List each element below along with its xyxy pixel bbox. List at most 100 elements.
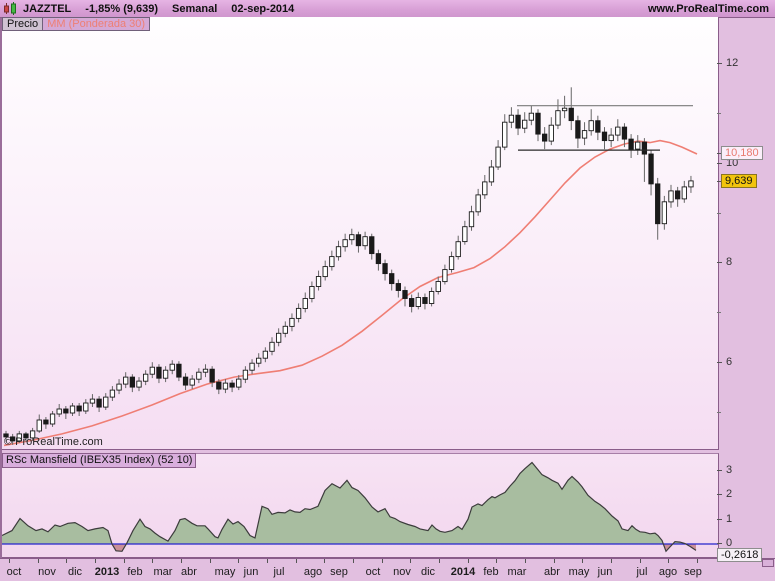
candle-body [468, 211, 475, 228]
candle-body [462, 226, 468, 243]
candle-body [508, 114, 515, 123]
candle-body [661, 201, 668, 225]
candle-body [415, 297, 421, 307]
candle-body [601, 131, 608, 142]
candle-body [349, 234, 355, 241]
time-axis-strip[interactable] [0, 558, 775, 581]
axis-corner-button[interactable] [762, 559, 774, 567]
candle-body [322, 266, 328, 278]
time-axis-tick [266, 559, 268, 563]
time-axis-tick [410, 559, 412, 563]
candle-body [302, 298, 308, 309]
candle-body [681, 186, 687, 200]
site-url: www.ProRealTime.com [647, 2, 769, 15]
year-label: 2014 [450, 566, 476, 578]
candle-body [69, 405, 76, 414]
candle-body [668, 190, 674, 203]
month-label: sep [330, 566, 348, 578]
time-axis-tick [496, 559, 498, 563]
candle-body [229, 382, 235, 388]
candle-body [448, 256, 455, 270]
candle-body [103, 396, 109, 408]
price-change: -1,85% (9,639) [85, 2, 159, 15]
candle-body [136, 380, 142, 388]
candle-body [256, 357, 262, 364]
candle-body [16, 433, 22, 442]
time-axis-tick [209, 559, 211, 563]
indicator-axis-tick [717, 494, 722, 495]
legend-price-chip[interactable]: Precio [2, 17, 44, 31]
month-label: feb [483, 566, 499, 578]
month-label: ago [658, 566, 678, 578]
candle-body [575, 120, 581, 139]
price-axis-minor-tick [717, 113, 721, 114]
time-axis-tick [152, 559, 154, 563]
candle-body [635, 141, 641, 150]
candle-body [389, 273, 395, 285]
month-label: jul [273, 566, 285, 578]
price-axis-label: 10 [726, 157, 739, 169]
candle-body [123, 376, 129, 385]
price-chart-pane[interactable] [2, 17, 719, 450]
candle-body [29, 430, 36, 439]
indicator-axis-label: 3 [726, 464, 733, 476]
price-axis-tick [717, 63, 722, 64]
candle-body [3, 433, 9, 438]
price-chart-canvas[interactable] [2, 17, 718, 449]
candle-body [528, 112, 535, 121]
time-axis-tick [610, 559, 612, 563]
left-border [0, 17, 2, 581]
month-label: nov [393, 566, 411, 578]
indicator-line [2, 461, 697, 553]
candle-body [49, 413, 56, 425]
candle-body [89, 398, 96, 404]
candle-body [216, 381, 222, 390]
candle-body [295, 307, 302, 319]
candle-body [675, 190, 681, 200]
indicator-value-tag: -0,2618 [717, 548, 763, 562]
time-axis-tick [324, 559, 326, 563]
legend-ma-chip[interactable]: MM (Ponderada 30) [42, 17, 151, 31]
candle-body [176, 363, 182, 378]
candle-body [276, 332, 282, 343]
candle-body [262, 350, 268, 359]
price-axis-label: 8 [726, 256, 733, 268]
month-label: feb [127, 566, 143, 578]
price-axis-tick [717, 163, 722, 164]
candle-body [428, 291, 435, 304]
value-tag-tick [717, 181, 721, 182]
time-axis-tick [524, 559, 526, 563]
candle-body [335, 246, 342, 258]
price-axis-label: 6 [726, 356, 733, 368]
candle-body [382, 263, 388, 275]
candle-body [189, 378, 195, 386]
ma-value-tag: 10,180 [721, 146, 763, 160]
month-label: abr [181, 566, 197, 578]
candle-body [149, 366, 155, 375]
indicator-pane[interactable] [2, 453, 719, 558]
candle-body [595, 120, 601, 133]
candle-body [655, 183, 661, 225]
time-axis-tick [381, 559, 383, 563]
price-axis-label: 12 [726, 57, 739, 69]
candle-body [502, 121, 508, 148]
candle-body [96, 398, 102, 408]
candle-body [236, 378, 242, 388]
indicator-title-chip[interactable]: RSc Mansfield (IBEX35 Index) (52 10) [2, 453, 197, 468]
candle-body [315, 276, 322, 287]
candle-body [129, 376, 135, 388]
indicator-canvas[interactable] [2, 454, 718, 558]
price-axis-tick [717, 262, 722, 263]
candle-body [402, 290, 408, 299]
title-bar: JAZZTEL -1,85% (9,639) Semanal 02-sep-20… [0, 0, 775, 18]
copyright-watermark: © ProRealTime.com [4, 436, 103, 448]
candle-body [542, 133, 548, 142]
month-label: jun [597, 566, 613, 578]
candle-body [615, 126, 621, 136]
candle-body [282, 325, 288, 334]
candle-body [515, 114, 521, 129]
candle-body [222, 382, 229, 390]
candle-body [162, 369, 169, 379]
chart-legend: Precio MM (Ponderada 30) [2, 17, 151, 31]
